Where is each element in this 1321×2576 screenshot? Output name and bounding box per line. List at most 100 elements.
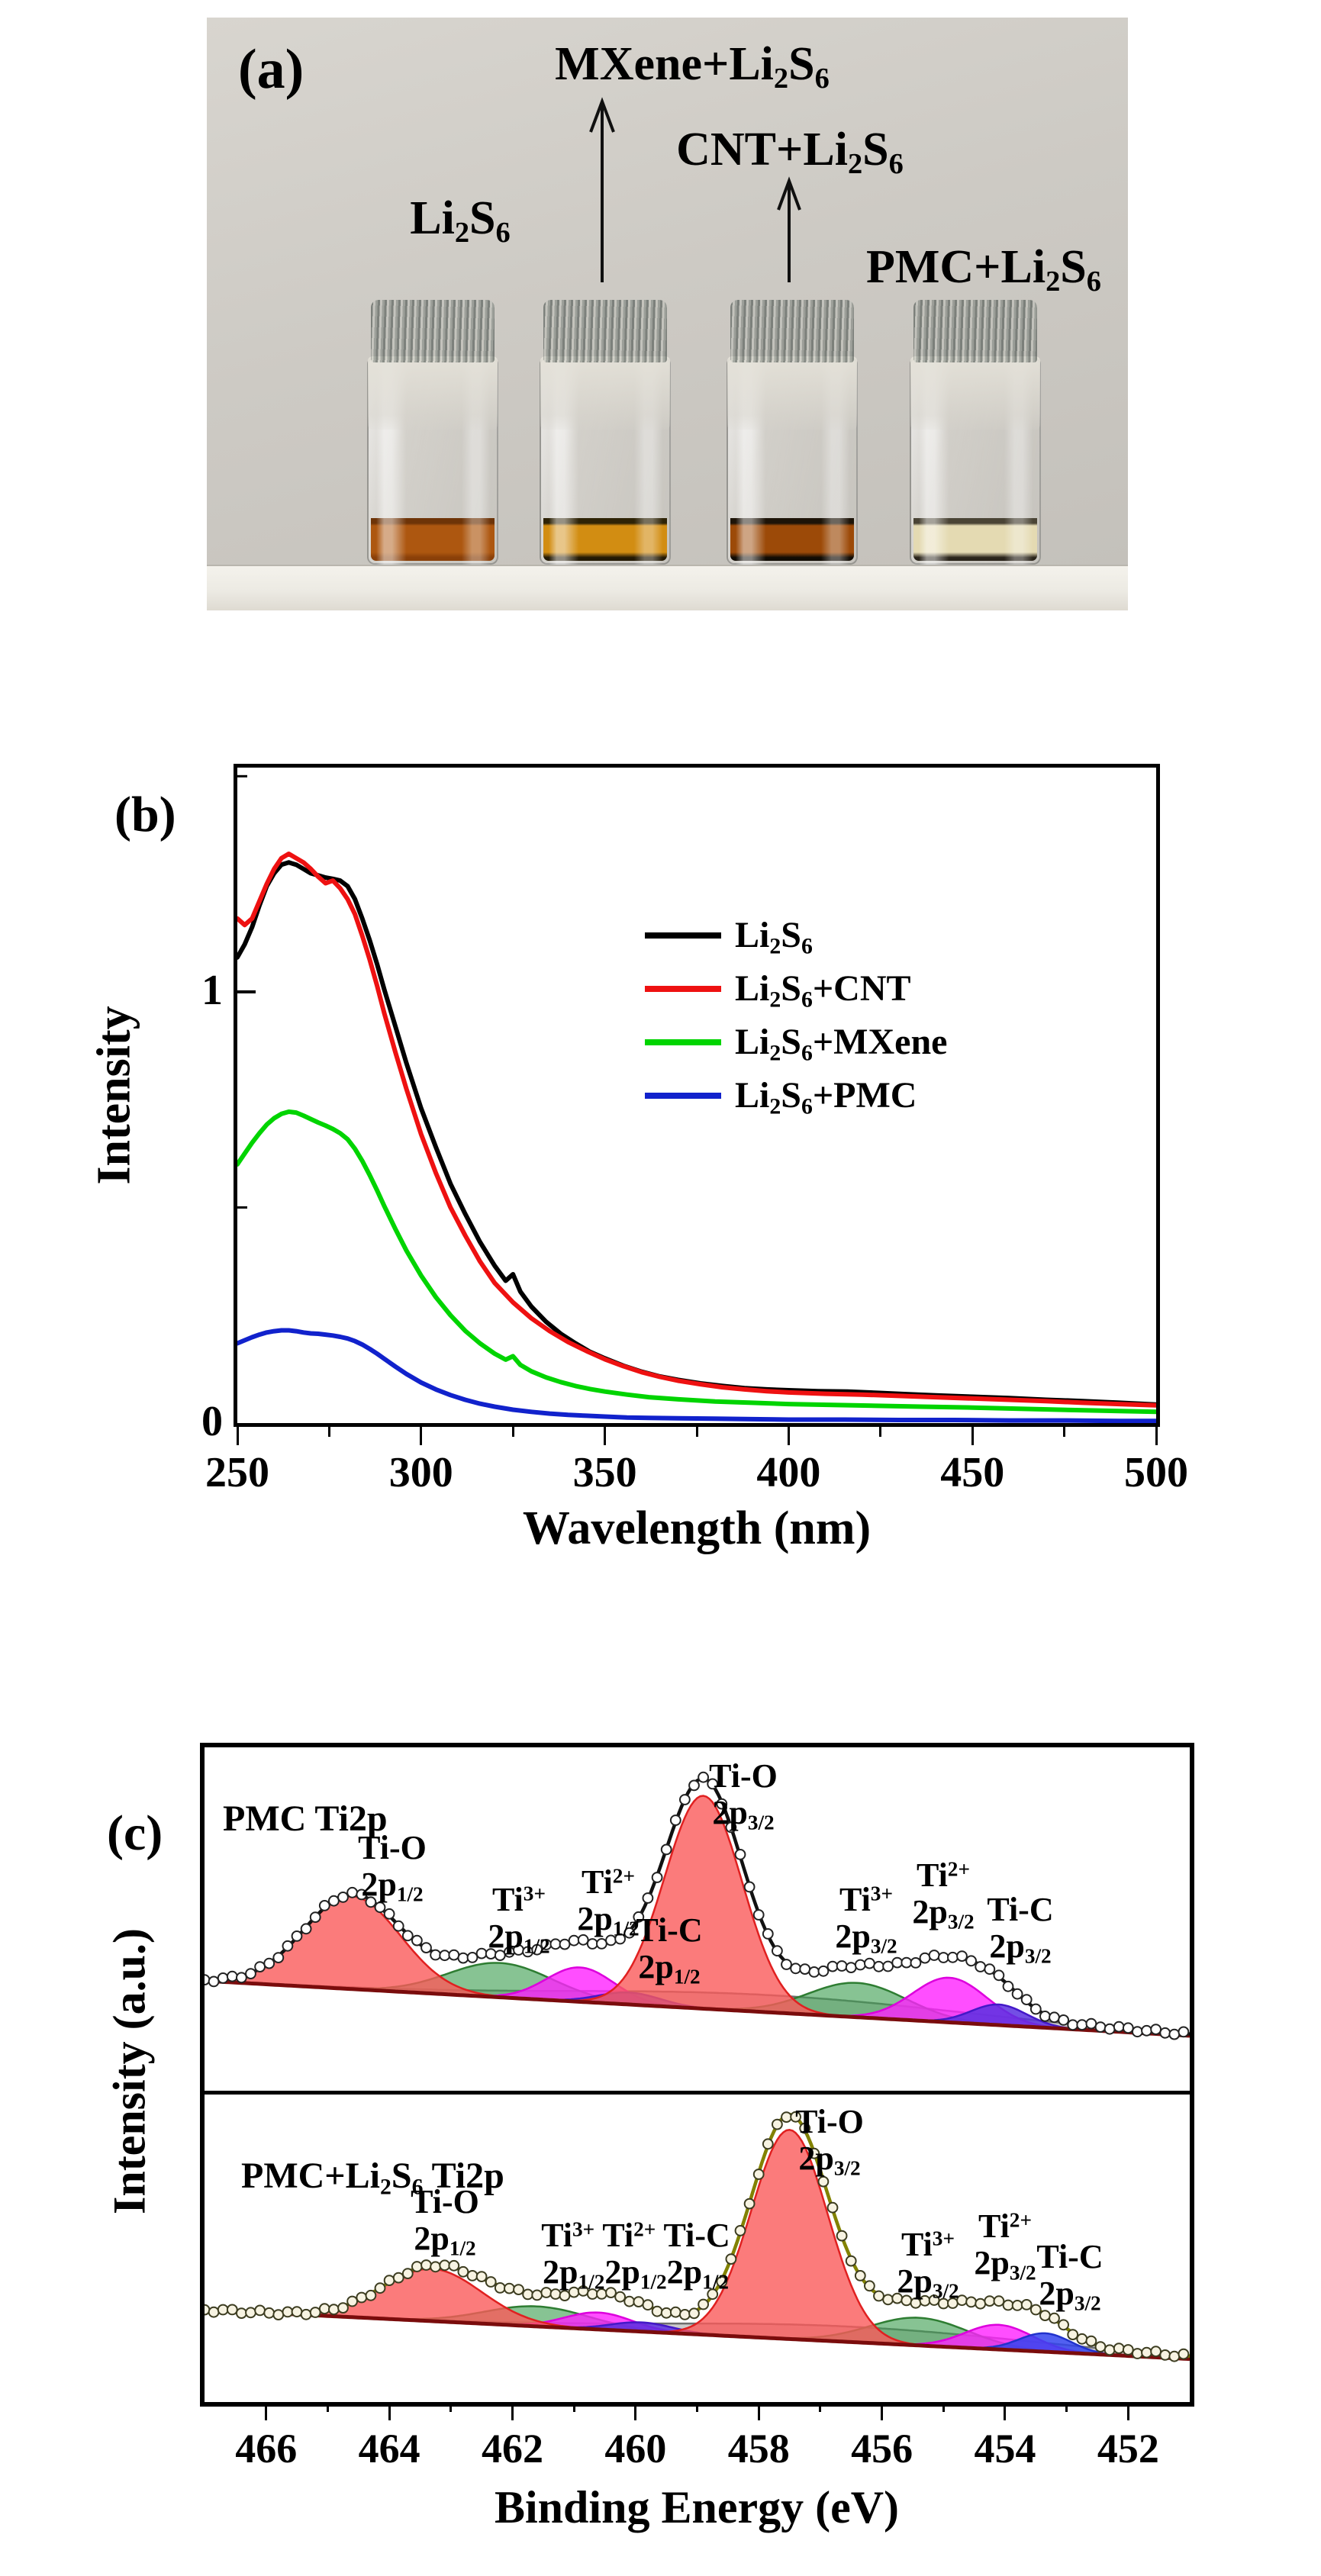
vial-parafilm-cap: [543, 300, 667, 362]
peak-label-ti3-2p32: Ti3+ 2p3/2: [897, 2226, 959, 2303]
xps-data-marker: [642, 1892, 654, 1904]
xps-data-marker: [300, 1923, 312, 1935]
xps-data-marker: [309, 2307, 321, 2318]
x-tick-label: 458: [727, 2426, 790, 2471]
xps-data-marker: [1011, 2300, 1023, 2311]
xps-data-marker: [854, 2270, 866, 2281]
xps-data-marker: [559, 1938, 571, 1950]
x-tick-major: [236, 1427, 239, 1445]
xps-data-marker: [1049, 2312, 1060, 2324]
vial-parafilm-skirt: [540, 356, 670, 430]
xps-data-marker: [513, 2284, 524, 2296]
legend-line-swatch: [645, 1093, 721, 1099]
x-tick-minor: [942, 2402, 945, 2412]
xps-data-marker: [475, 1947, 488, 1959]
xps-data-marker: [245, 2307, 256, 2319]
xps-data-marker: [1104, 2344, 1116, 2356]
xps-data-marker: [337, 2302, 349, 2314]
xps-data-marker: [430, 2261, 442, 2273]
panel-label-c: (c): [107, 1805, 163, 1861]
panel-divider: [205, 2091, 1190, 2095]
xps-data-marker: [1002, 2299, 1014, 2311]
xps-data-marker: [688, 1779, 700, 1792]
xps-data-marker: [734, 1849, 746, 1860]
x-tick-major: [971, 1427, 974, 1445]
xps-data-marker: [679, 1794, 691, 1805]
peak-label-ti3-2p32: Ti3+ 2p3/2: [835, 1881, 897, 1958]
xps-data-marker: [356, 2291, 368, 2304]
xps-data-marker: [882, 1960, 894, 1972]
x-axis-title-xps: Binding Energy (eV): [494, 2482, 900, 2533]
xps-data-marker: [799, 1963, 811, 1975]
xps-data-marker: [383, 1908, 395, 1920]
xps-data-marker: [1058, 2014, 1069, 2026]
x-tick-label: 250: [205, 1449, 269, 1496]
xps-data-marker: [272, 2309, 285, 2321]
xps-data-marker: [1178, 2348, 1190, 2360]
xps-data-marker: [743, 2198, 756, 2210]
x-tick-label: 350: [572, 1449, 637, 1496]
xps-data-marker: [716, 1798, 728, 1810]
xps-data-marker: [716, 2275, 728, 2288]
x-tick-label: 460: [604, 2426, 667, 2471]
xps-data-marker: [919, 1952, 931, 1964]
xps-data-marker: [651, 2305, 663, 2317]
x-tick-minor: [511, 1427, 514, 1437]
xps-data-marker: [411, 1934, 423, 1946]
xps-data-marker: [392, 2272, 404, 2284]
xps-data-marker: [937, 1952, 949, 1963]
xps-data-marker: [799, 2122, 811, 2134]
xps-data-marker: [826, 2201, 839, 2214]
xps-data-marker: [633, 2296, 645, 2308]
legend-line-swatch: [645, 986, 721, 992]
peak-label-tic-2p32: Ti-C 2p3/2: [1036, 2238, 1104, 2315]
x-tick-major: [265, 2402, 268, 2420]
xps-data-marker: [1113, 2021, 1125, 2033]
xps-data-marker: [383, 2275, 395, 2287]
xps-data-marker: [346, 1886, 359, 1898]
peak-label-ti2-2p12: Ti2+ 2p1/2: [577, 1863, 640, 1940]
legend-label: Li2S6+PMC: [735, 1075, 917, 1119]
xps-data-marker: [448, 1949, 460, 1961]
xps-data-marker: [669, 2306, 681, 2318]
xps-data-marker: [1058, 2319, 1069, 2331]
xps-data-marker: [984, 1963, 996, 1975]
xps-data-marker: [790, 2111, 801, 2123]
xps-data-marker: [901, 1956, 913, 1969]
xps-data-marker: [660, 2307, 672, 2319]
x-tick-major: [881, 2402, 884, 2420]
xps-data-marker: [531, 2289, 543, 2301]
x-tick-minor: [327, 1427, 330, 1437]
vial-3: [727, 300, 858, 565]
xps-data-marker: [651, 1872, 663, 1883]
peak-label-tio-2p12: Ti-O 2p1/2: [411, 2183, 479, 2260]
x-tick-minor: [449, 2402, 453, 2412]
xps-data-marker: [1141, 2346, 1152, 2359]
peak-label-tic-2p12: Ti-C 2p1/2: [636, 1911, 703, 1988]
x-tick-label: 454: [974, 2426, 1036, 2471]
xps-data-marker: [1076, 2333, 1088, 2345]
uv-curve: [235, 852, 1158, 1408]
x-tick-label: 466: [235, 2426, 298, 2471]
x-tick-minor: [326, 2402, 329, 2412]
xps-data-marker: [318, 2303, 330, 2315]
xps-data-marker: [217, 1972, 229, 1984]
y-axis-title-xps: Intensity (a.u.): [104, 1927, 155, 2215]
y-axis-title-uv: Intensity: [88, 1006, 140, 1185]
vial-parafilm-skirt: [727, 356, 857, 430]
shelf: [207, 565, 1128, 610]
uv-curve: [235, 1109, 1158, 1415]
xps-data-marker: [790, 1963, 801, 1975]
vial-label-mxene: MXene+Li2S6: [555, 38, 830, 95]
xps-data-marker: [975, 1961, 987, 1972]
xps-data-marker: [549, 1938, 562, 1950]
xps-baseline: [205, 2307, 1190, 2362]
xps-data-marker: [448, 2259, 460, 2272]
xps-data-marker: [254, 1961, 266, 1973]
x-tick-minor: [695, 1427, 698, 1437]
xps-data-marker: [1094, 2341, 1107, 2353]
x-tick-minor: [696, 2402, 698, 2412]
xps-data-marker: [1039, 2011, 1051, 2022]
xps-data-marker: [577, 1934, 589, 1946]
